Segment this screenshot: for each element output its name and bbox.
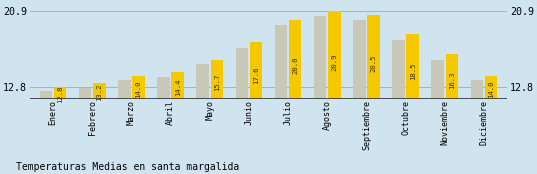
Bar	[275, 25, 287, 174]
Bar	[431, 60, 444, 174]
Bar	[79, 88, 91, 174]
Text: 20.9: 20.9	[331, 53, 337, 71]
Bar	[446, 54, 458, 174]
Bar	[54, 87, 67, 174]
Bar	[289, 20, 301, 174]
Bar	[157, 77, 170, 174]
Text: 12.8: 12.8	[57, 85, 63, 103]
Bar	[393, 40, 405, 174]
Bar	[171, 72, 184, 174]
Text: 16.3: 16.3	[449, 71, 455, 89]
Bar	[328, 11, 340, 174]
Bar	[93, 83, 106, 174]
Bar	[118, 80, 130, 174]
Bar	[353, 20, 366, 174]
Bar	[485, 76, 497, 174]
Text: Temperaturas Medias en santa margalida: Temperaturas Medias en santa margalida	[16, 162, 240, 172]
Text: 20.5: 20.5	[371, 55, 376, 72]
Text: 18.5: 18.5	[410, 63, 416, 80]
Bar	[197, 64, 209, 174]
Bar	[314, 16, 326, 174]
Text: 20.0: 20.0	[292, 57, 298, 74]
Text: 15.7: 15.7	[214, 74, 220, 91]
Bar	[236, 48, 248, 174]
Text: 13.2: 13.2	[96, 84, 102, 101]
Text: 14.0: 14.0	[488, 80, 494, 98]
Bar	[407, 34, 419, 174]
Bar	[250, 42, 262, 174]
Bar	[470, 80, 483, 174]
Bar	[40, 92, 52, 174]
Text: 14.0: 14.0	[135, 80, 141, 98]
Text: 14.4: 14.4	[175, 79, 180, 96]
Bar	[211, 60, 223, 174]
Text: 17.6: 17.6	[253, 66, 259, 84]
Bar	[132, 76, 144, 174]
Bar	[367, 15, 380, 174]
